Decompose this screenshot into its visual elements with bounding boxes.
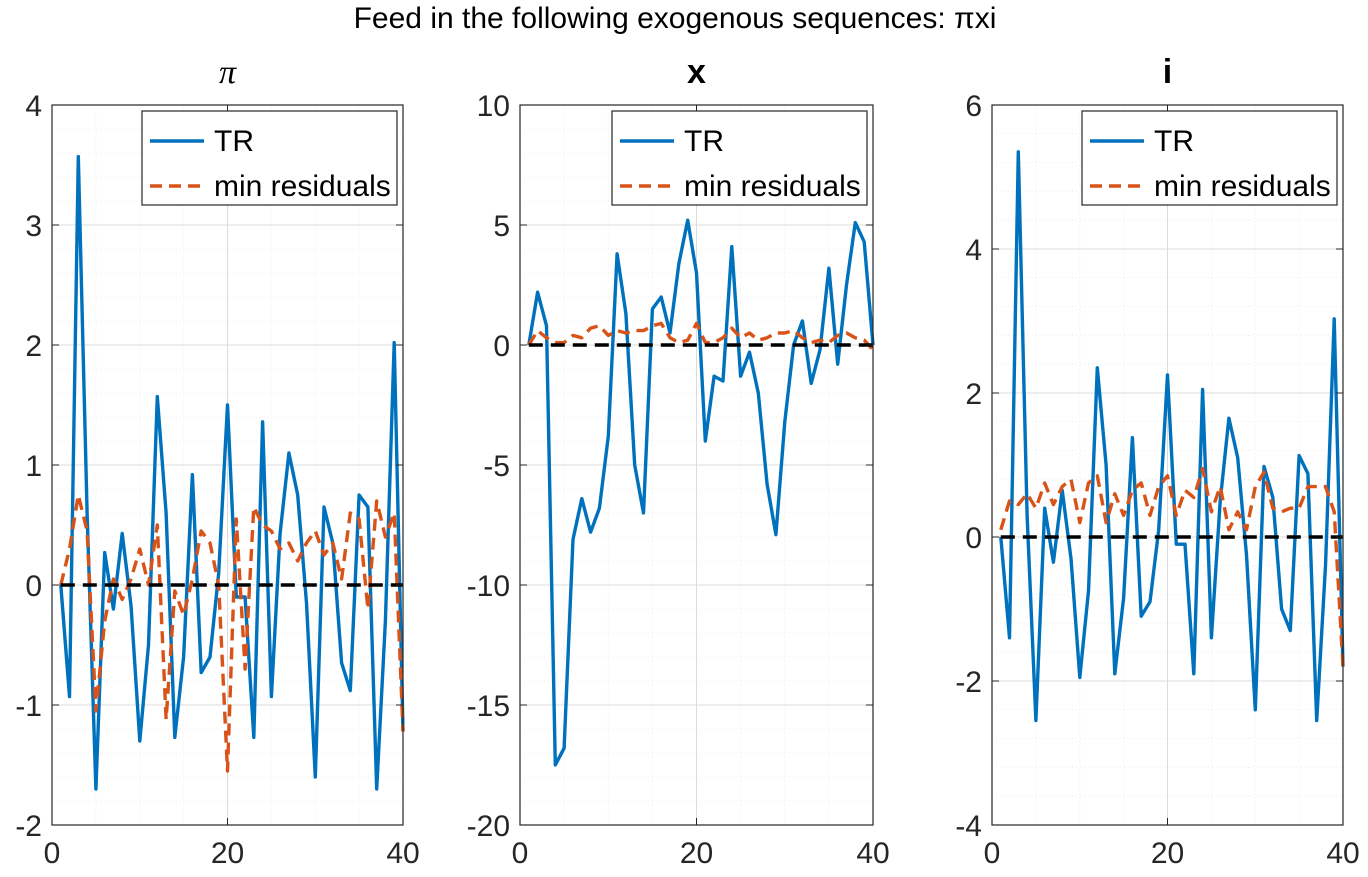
x-tick-label: 20 xyxy=(1151,837,1184,870)
y-tick-label: -1 xyxy=(15,690,42,723)
x-tick-label: 0 xyxy=(512,837,529,870)
x-tick-label: 40 xyxy=(856,837,889,870)
y-tick-label: -2 xyxy=(15,810,42,843)
y-tick-label: 5 xyxy=(493,210,510,243)
legend: TR min residuals xyxy=(1081,110,1338,206)
y-tick-label: -10 xyxy=(467,570,510,603)
y-tick-label: 1 xyxy=(25,450,42,483)
y-tick-label: 10 xyxy=(477,90,510,123)
y-tick-label: 0 xyxy=(965,522,982,555)
x-tick-label: 0 xyxy=(984,837,1001,870)
y-tick-label: 0 xyxy=(493,330,510,363)
series-line-tr xyxy=(999,150,1345,723)
legend-label-tr: TR xyxy=(1154,125,1194,158)
legend-label-min-residuals: min residuals xyxy=(214,170,391,203)
subplot-title: x xyxy=(687,53,706,91)
y-tick-label: 2 xyxy=(965,378,982,411)
legend-label-tr: TR xyxy=(684,125,724,158)
x-tick-label: 20 xyxy=(211,837,244,870)
legend-box xyxy=(611,110,868,206)
legend: TR min residuals xyxy=(611,110,868,206)
legend: TR min residuals xyxy=(141,110,398,206)
y-tick-label: 3 xyxy=(25,210,42,243)
x-tick-label: 40 xyxy=(386,837,419,870)
y-tick-label: 0 xyxy=(25,570,42,603)
legend-box xyxy=(141,110,398,206)
legend-box xyxy=(1081,110,1338,206)
subplot-title: i xyxy=(1163,53,1172,91)
y-tick-label: -4 xyxy=(955,810,982,843)
y-tick-label: -20 xyxy=(467,810,510,843)
y-tick-label: 2 xyxy=(25,330,42,363)
figure-suptitle: Feed in the following exogenous sequence… xyxy=(354,2,997,35)
series-line-min-residuals xyxy=(999,466,1345,667)
subplot-2: -20 -15 -10 -5 0 5 10 0 20 40 x TR min residuals xyxy=(467,53,890,870)
y-tick-label: -2 xyxy=(955,666,982,699)
legend-label-min-residuals: min residuals xyxy=(1154,170,1331,203)
y-tick-label: 4 xyxy=(965,234,982,267)
series-line-min-residuals xyxy=(527,321,875,351)
x-tick-label: 20 xyxy=(680,837,713,870)
legend-label-min-residuals: min residuals xyxy=(684,170,861,203)
y-tick-label: 4 xyxy=(25,90,42,123)
series-line-tr xyxy=(59,154,405,791)
x-tick-label: 0 xyxy=(44,837,61,870)
subplot-title: π xyxy=(219,54,237,91)
subplot-3: -4 -2 0 2 4 6 0 20 40 i TR min residuals xyxy=(955,53,1359,870)
x-tick-label: 40 xyxy=(1326,837,1359,870)
series-line-tr xyxy=(527,218,875,767)
y-tick-label: -15 xyxy=(467,690,510,723)
legend-label-tr: TR xyxy=(214,125,254,158)
y-tick-label: 6 xyxy=(965,90,982,123)
y-tick-label: -5 xyxy=(483,450,510,483)
